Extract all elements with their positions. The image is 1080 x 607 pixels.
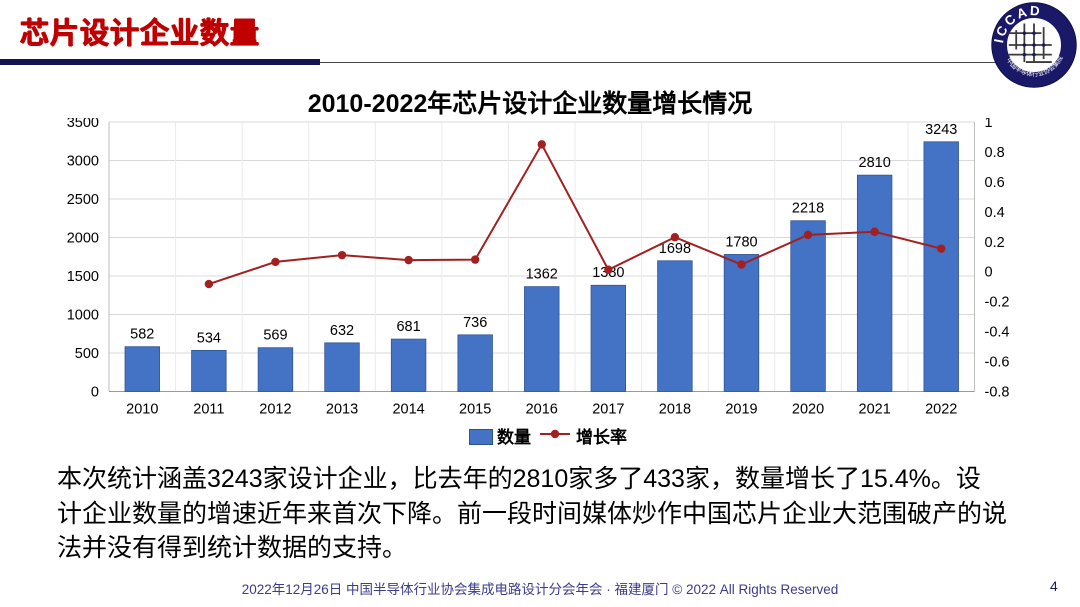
svg-text:2011: 2011: [193, 402, 224, 418]
svg-text:1: 1: [985, 118, 993, 131]
svg-text:582: 582: [130, 327, 154, 343]
svg-text:569: 569: [263, 328, 287, 344]
svg-text:1362: 1362: [526, 267, 558, 283]
svg-text:2015: 2015: [459, 402, 491, 418]
svg-text:2014: 2014: [392, 402, 424, 418]
svg-text:-0.8: -0.8: [985, 385, 1010, 401]
svg-text:500: 500: [75, 346, 99, 362]
svg-text:3000: 3000: [67, 154, 99, 170]
svg-text:2012: 2012: [259, 402, 291, 418]
svg-text:2500: 2500: [67, 192, 99, 208]
svg-text:736: 736: [463, 315, 487, 331]
svg-text:0.4: 0.4: [985, 205, 1005, 221]
svg-text:2218: 2218: [792, 201, 824, 217]
svg-text:2022: 2022: [925, 402, 957, 418]
svg-text:681: 681: [396, 319, 420, 335]
svg-text:1780: 1780: [725, 234, 757, 250]
svg-text:3243: 3243: [925, 122, 957, 138]
svg-text:2810: 2810: [859, 155, 891, 171]
svg-text:0: 0: [91, 385, 99, 401]
svg-text:0.2: 0.2: [985, 235, 1005, 251]
svg-text:632: 632: [330, 323, 354, 339]
svg-text:0.6: 0.6: [985, 175, 1005, 191]
svg-text:534: 534: [197, 330, 221, 346]
svg-text:1500: 1500: [67, 269, 99, 285]
svg-text:3500: 3500: [67, 118, 99, 131]
svg-text:2020: 2020: [792, 402, 824, 418]
svg-text:-0.2: -0.2: [985, 295, 1010, 311]
svg-text:-0.6: -0.6: [985, 355, 1010, 371]
svg-text:2016: 2016: [526, 402, 558, 418]
svg-text:0.8: 0.8: [985, 145, 1005, 161]
svg-text:2010: 2010: [126, 402, 158, 418]
svg-text:0: 0: [985, 265, 993, 281]
svg-text:2000: 2000: [67, 231, 99, 247]
svg-text:2013: 2013: [326, 402, 358, 418]
svg-text:2018: 2018: [659, 402, 691, 418]
svg-text:2021: 2021: [859, 402, 891, 418]
svg-text:1000: 1000: [67, 308, 99, 324]
svg-text:-0.4: -0.4: [985, 325, 1010, 341]
svg-text:2019: 2019: [725, 402, 757, 418]
svg-text:2017: 2017: [592, 402, 624, 418]
